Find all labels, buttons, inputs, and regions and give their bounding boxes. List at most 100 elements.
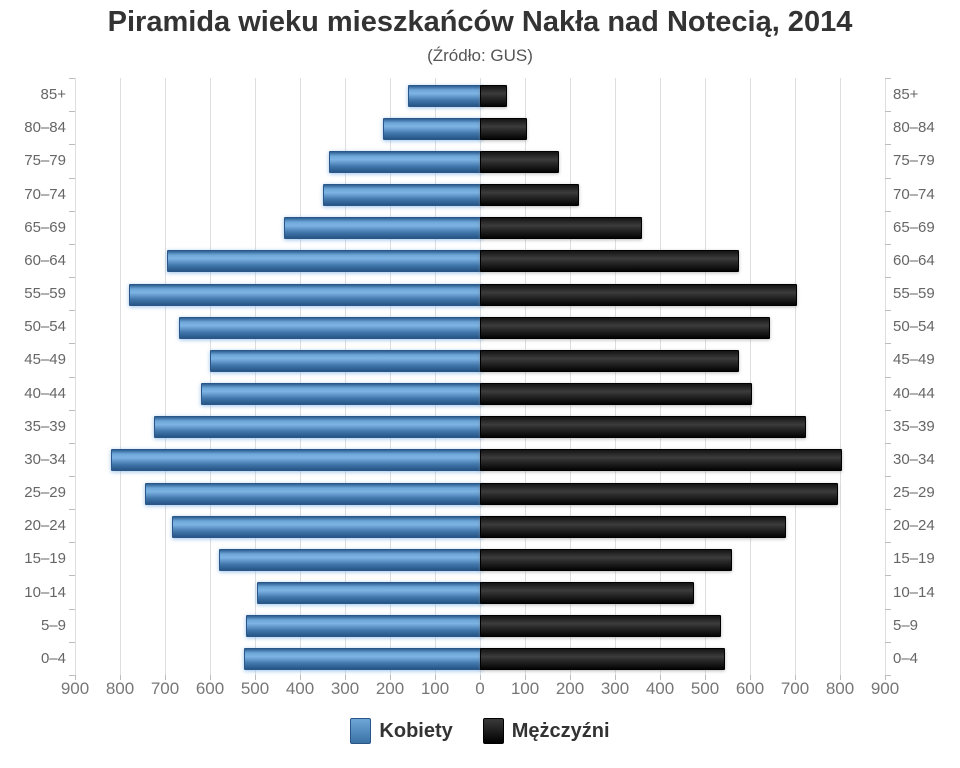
y-axis-tick-left — [69, 343, 75, 344]
category-label-left-5–9: 5–9 — [40, 616, 66, 634]
category-label-left-10–14: 10–14 — [24, 583, 66, 601]
category-label-left-75–79: 75–79 — [24, 152, 66, 170]
bar-kobiety-70–74 — [322, 184, 482, 207]
x-tick-label: 100 — [510, 679, 540, 698]
x-tick-label: 900 — [60, 679, 90, 698]
chart-title: Piramida wieku mieszkańców Nakła nad Not… — [107, 6, 853, 38]
category-label-right-60–64: 60–64 — [893, 251, 935, 269]
bar-kobiety-25–29 — [144, 482, 482, 505]
bar-kobiety-55–59 — [129, 283, 482, 306]
category-label-right-10–14: 10–14 — [893, 583, 935, 601]
bar-mezczyzni-25–29 — [480, 482, 838, 505]
gridline — [210, 78, 211, 675]
x-tick-label: 100 — [420, 679, 450, 698]
gridline — [615, 78, 616, 675]
category-label-left-40–44: 40–44 — [24, 384, 66, 402]
category-label-left-50–54: 50–54 — [24, 318, 66, 336]
x-axis-tick — [750, 675, 751, 680]
bar-mezczyzni-80–84 — [480, 117, 527, 140]
y-axis-tick-left — [69, 144, 75, 145]
y-axis-tick-right — [885, 443, 891, 444]
y-axis-tick-right — [885, 609, 891, 610]
bar-mezczyzni-50–54 — [480, 316, 770, 339]
x-tick-label: 600 — [735, 679, 765, 698]
bar-kobiety-35–39 — [153, 416, 482, 439]
category-label-right-35–39: 35–39 — [893, 417, 935, 435]
x-tick-label: 900 — [870, 679, 900, 698]
bar-mezczyzni-35–39 — [480, 416, 806, 439]
category-label-right-50–54: 50–54 — [893, 318, 935, 336]
bar-kobiety-40–44 — [201, 383, 482, 406]
y-axis-tick-right — [885, 343, 891, 344]
x-tick-label: 600 — [195, 679, 225, 698]
x-axis-tick — [795, 675, 796, 680]
x-axis-tick — [345, 675, 346, 680]
y-axis-tick-right — [885, 78, 891, 79]
chart-subtitle: (Źródło: GUS) — [427, 46, 533, 65]
bar-kobiety-0–4 — [243, 648, 482, 671]
gridline — [390, 78, 391, 675]
legend-item-kobiety[interactable]: Kobiety — [350, 718, 453, 744]
category-label-left-60–64: 60–64 — [24, 251, 66, 269]
y-axis-tick-left — [69, 509, 75, 510]
legend-label-mezczyzni: Mężczyźni — [511, 719, 610, 742]
bar-kobiety-20–24 — [171, 515, 482, 538]
x-tick-label: 700 — [780, 679, 810, 698]
y-axis-tick-left — [69, 675, 75, 676]
bar-kobiety-30–34 — [111, 449, 482, 472]
y-axis-tick-right — [885, 410, 891, 411]
category-label-right-80–84: 80–84 — [893, 119, 935, 137]
bar-mezczyzni-15–19 — [480, 548, 732, 571]
x-tick-label: 700 — [150, 679, 180, 698]
category-label-left-25–29: 25–29 — [24, 484, 66, 501]
category-label-left-20–24: 20–24 — [24, 517, 66, 535]
x-axis-tick — [480, 675, 481, 680]
bar-mezczyzni-85+ — [480, 84, 507, 107]
female-series-swatch-icon — [350, 718, 372, 744]
category-label-right-20–24: 20–24 — [893, 517, 935, 535]
y-axis-tick-left — [69, 642, 75, 643]
gridline — [165, 78, 166, 675]
category-label-left-30–34: 30–34 — [24, 450, 66, 468]
y-axis-tick-left — [69, 310, 75, 311]
male-series-swatch-icon — [482, 718, 504, 744]
y-axis-tick-left — [69, 609, 75, 610]
bar-mezczyzni-45–49 — [480, 349, 739, 372]
gridline — [885, 78, 886, 675]
category-label-right-5–9: 5–9 — [893, 616, 919, 634]
bar-kobiety-80–84 — [383, 117, 482, 140]
bar-mezczyzni-30–34 — [480, 449, 842, 472]
gridline — [255, 78, 256, 675]
x-tick-label: 0 — [475, 679, 485, 698]
category-label-right-15–19: 15–19 — [893, 550, 935, 568]
gridline — [480, 78, 481, 675]
x-tick-label: 800 — [105, 679, 135, 698]
y-axis-tick-right — [885, 111, 891, 112]
y-axis-tick-left — [69, 277, 75, 278]
bar-kobiety-5–9 — [246, 615, 482, 638]
x-axis: 900 800 700 600 500 400 300 200 100 0 100 200 300 400… — [61, 679, 899, 701]
category-label-left-85+: 85+ — [40, 86, 66, 103]
legend-item-mezczyzni[interactable]: Mężczyźni — [482, 718, 610, 744]
y-axis-tick-right — [885, 310, 891, 311]
category-label-left-35–39: 35–39 — [24, 417, 66, 435]
y-axis-labels-left: 85+ 80–84 75–79 70–74 65–69 60–64 55–59 50–54 45… — [0, 78, 66, 675]
bar-mezczyzni-40–44 — [480, 383, 752, 406]
x-axis-tick — [885, 675, 886, 680]
y-axis-tick-right — [885, 476, 891, 477]
x-axis-tick — [615, 675, 616, 680]
y-axis-tick-right — [885, 575, 891, 576]
bar-kobiety-85+ — [408, 84, 482, 107]
gridline — [345, 78, 346, 675]
x-axis-tick — [390, 675, 391, 680]
y-axis-tick-right — [885, 211, 891, 212]
category-label-right-40–44: 40–44 — [893, 384, 935, 402]
y-axis-tick-left — [69, 111, 75, 112]
category-label-left-15–19: 15–19 — [24, 550, 66, 568]
gridline — [750, 78, 751, 675]
legend-label-kobiety: Kobiety — [379, 719, 453, 742]
gridline — [525, 78, 526, 675]
gridline — [435, 78, 436, 675]
y-axis-tick-left — [69, 575, 75, 576]
